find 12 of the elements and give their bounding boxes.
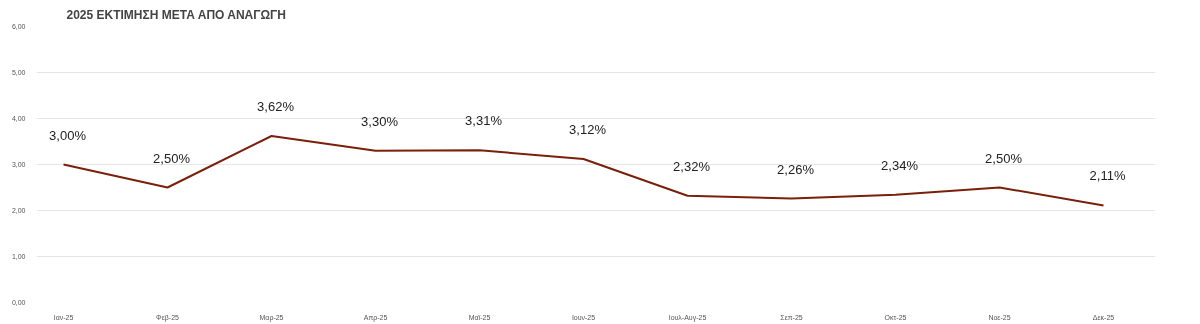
data-label: 2,32%: [673, 158, 711, 174]
data-label: 3,31%: [465, 113, 503, 129]
data-label: 2,50%: [985, 150, 1023, 166]
data-label: 2,11%: [1089, 168, 1126, 184]
data-label: 2,26%: [777, 161, 815, 177]
data-label: 3,62%: [257, 98, 295, 114]
data-label: 2,50%: [153, 150, 191, 166]
data-label: 3,30%: [361, 113, 399, 129]
data-label: 3,00%: [49, 127, 87, 143]
data-label: 3,12%: [569, 121, 607, 137]
chart-title: 2025 ΕΚΤΙΜΗΣΗ ΜΕΤΑ ΑΠΟ ΑΝΑΓΩΓΗ: [66, 7, 286, 22]
data-label: 2,34%: [881, 157, 919, 173]
